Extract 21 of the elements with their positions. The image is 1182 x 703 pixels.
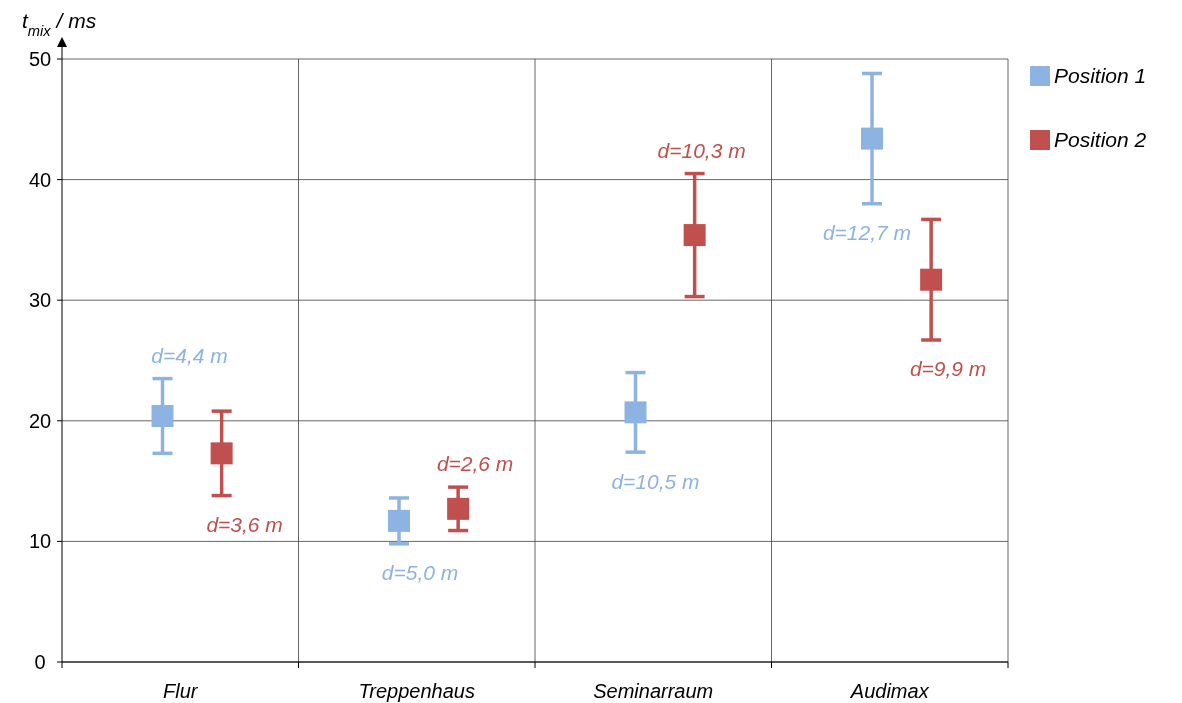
x-tick-label: Audimax	[849, 680, 930, 702]
y-tick-label: 40	[28, 168, 52, 191]
annotation: d=5,0 m	[381, 561, 459, 585]
y-tick-label: 10	[28, 530, 52, 553]
y-tick-label: 0	[34, 651, 46, 673]
annotation: d=12,7 m	[822, 221, 912, 245]
legend-label: Position 1	[1054, 64, 1147, 88]
annotation: d=3,6 m	[206, 512, 283, 536]
x-tick-label: Flur	[163, 680, 199, 702]
annotation: d=10,3 m	[657, 138, 746, 162]
annotation: d=9,9 m	[909, 357, 987, 381]
y-tick-label: 50	[28, 48, 52, 70]
legend-label: Position 2	[1054, 128, 1147, 152]
annotation: d=2,6 m	[436, 452, 514, 476]
annotation: d=10,5 m	[611, 469, 700, 493]
x-tick-label: Treppenhaus	[358, 680, 475, 702]
x-tick-label: Seminarraum	[593, 680, 714, 702]
annotation: d=4,4 m	[151, 343, 228, 367]
y-axis-title: t$_{mix}$ / ms	[22, 9, 97, 39]
y-tick-label: 30	[28, 289, 52, 312]
y-tick-label: 20	[28, 409, 52, 432]
